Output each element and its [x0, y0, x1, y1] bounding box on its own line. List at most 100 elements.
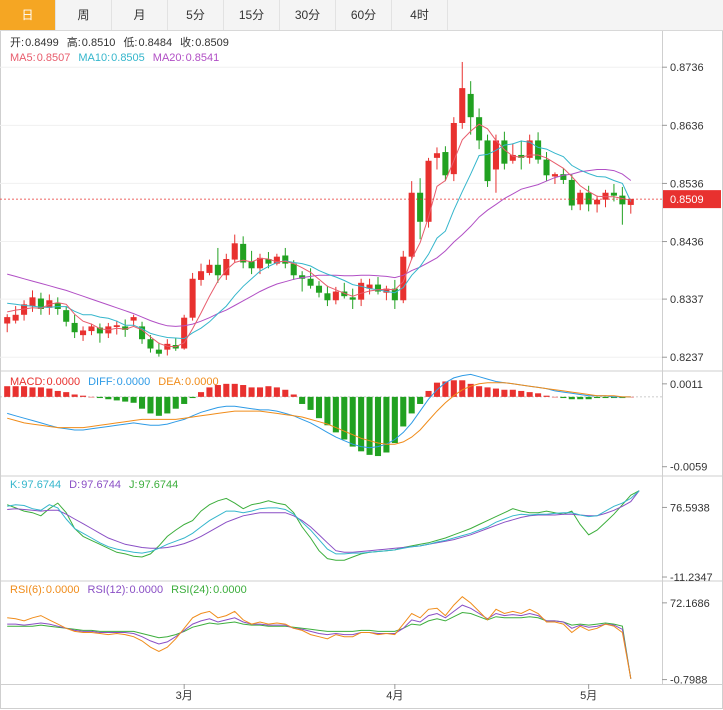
- macd-bar: [248, 387, 255, 397]
- macd-bar: [560, 396, 567, 399]
- tab-1[interactable]: 周: [56, 0, 112, 30]
- tab-6[interactable]: 60分: [336, 0, 392, 30]
- macd-bar: [543, 395, 550, 397]
- candle-body: [54, 303, 61, 309]
- candle-body: [535, 140, 542, 160]
- candle-body: [21, 304, 28, 315]
- macd-bar: [442, 381, 449, 397]
- macd-bar: [155, 396, 162, 416]
- macd-bar: [391, 396, 398, 444]
- candle-body: [71, 322, 78, 333]
- macd-bar: [214, 385, 221, 397]
- y-tick-label: 0.8736: [670, 62, 704, 74]
- rsi6-line: [7, 596, 632, 679]
- last-price-label: 0.8509: [670, 194, 704, 206]
- macd-bar: [37, 387, 44, 397]
- macd-bar: [332, 396, 339, 433]
- candle-body: [543, 159, 550, 176]
- macd-bar: [400, 396, 407, 427]
- macd-bar: [71, 394, 78, 397]
- candle-body: [12, 314, 19, 321]
- candle-body: [374, 284, 382, 292]
- macd-bar: [88, 396, 95, 398]
- macd-legend-label: MACD:: [10, 376, 45, 388]
- candle-body: [223, 258, 230, 276]
- macd-bar: [282, 389, 289, 397]
- rsi12-line: [7, 604, 632, 679]
- candle-body: [248, 261, 255, 269]
- candle-body: [130, 317, 137, 321]
- macd-bar: [4, 386, 11, 397]
- candle-body: [568, 179, 575, 206]
- macd-bar: [63, 392, 70, 397]
- macd-legend-label: DEA:: [158, 376, 184, 388]
- ma-legend-value: 0.8505: [111, 52, 145, 64]
- macd-bar: [46, 388, 53, 397]
- macd-bar: [408, 396, 415, 414]
- macd-bar: [21, 386, 28, 397]
- candle-body: [627, 199, 634, 205]
- candle-body: [122, 326, 129, 330]
- tab-0[interactable]: 日: [0, 0, 56, 30]
- candle-body: [290, 263, 297, 276]
- y-tick-label: 76.5938: [670, 502, 710, 514]
- macd-bar: [139, 396, 146, 409]
- candle-body: [501, 140, 508, 164]
- y-tick-label: 0.8636: [670, 120, 704, 132]
- ma-legend-value: 0.8507: [37, 52, 71, 64]
- tab-3[interactable]: 5分: [168, 0, 224, 30]
- macd-bar: [467, 383, 474, 397]
- macd-bar: [54, 390, 61, 397]
- candle-body: [113, 325, 120, 327]
- macd-bar: [602, 396, 609, 399]
- rsi24-line: [7, 611, 632, 679]
- tab-4[interactable]: 15分: [224, 0, 280, 30]
- candle-body: [29, 297, 36, 307]
- candle-body: [442, 152, 449, 176]
- macd-bar: [366, 396, 373, 455]
- y-tick-label: 0.8237: [670, 352, 704, 364]
- macd-bar: [273, 387, 280, 397]
- ohlc-legend-label: 开:: [10, 37, 24, 49]
- tab-5[interactable]: 30分: [280, 0, 336, 30]
- macd-bar: [315, 396, 323, 419]
- period-tabs: 日周月 5分 15分 30分 60分 4时: [0, 0, 723, 31]
- macd-bar: [12, 386, 19, 397]
- candle-body: [476, 117, 483, 141]
- macd-bar: [383, 396, 390, 453]
- candle-body: [408, 192, 415, 257]
- y-tick-label: 0.0011: [670, 379, 703, 391]
- k-line: [7, 490, 640, 555]
- candle-body: [240, 243, 247, 263]
- rsi-legend-label: RSI(24):: [171, 584, 212, 596]
- ohlc-legend-value: 0.8484: [139, 37, 173, 49]
- macd-bar: [231, 383, 238, 397]
- candle-body: [492, 140, 499, 170]
- ma5-line: [7, 123, 631, 348]
- candle-body: [400, 256, 407, 301]
- ma-legend-label: MA10:: [78, 52, 110, 64]
- macd-legend-value: 0.0000: [117, 376, 151, 388]
- candle-body: [551, 174, 558, 177]
- tab-2[interactable]: 月: [112, 0, 168, 30]
- macd-bar: [450, 380, 457, 397]
- macd-bar: [492, 388, 499, 397]
- candle-body: [164, 343, 171, 350]
- candle-body: [602, 192, 609, 200]
- tab-7[interactable]: 4时: [392, 0, 448, 30]
- kdj-legend-value: 97.6744: [21, 479, 61, 491]
- candle-body: [181, 317, 188, 349]
- candle-body: [231, 243, 238, 260]
- candle-body: [484, 140, 491, 182]
- candle-body: [299, 275, 306, 279]
- candle-body: [282, 255, 289, 264]
- macd-bar: [240, 385, 247, 397]
- candle-body: [349, 297, 356, 300]
- macd-bar: [594, 396, 601, 399]
- dea-line: [7, 382, 631, 445]
- x-tick-label: 5月: [580, 690, 597, 702]
- ma-legend-value: 0.8541: [186, 52, 220, 64]
- y-tick-label: 0.8436: [670, 237, 704, 249]
- candle-body: [189, 278, 196, 318]
- candle-body: [80, 330, 87, 336]
